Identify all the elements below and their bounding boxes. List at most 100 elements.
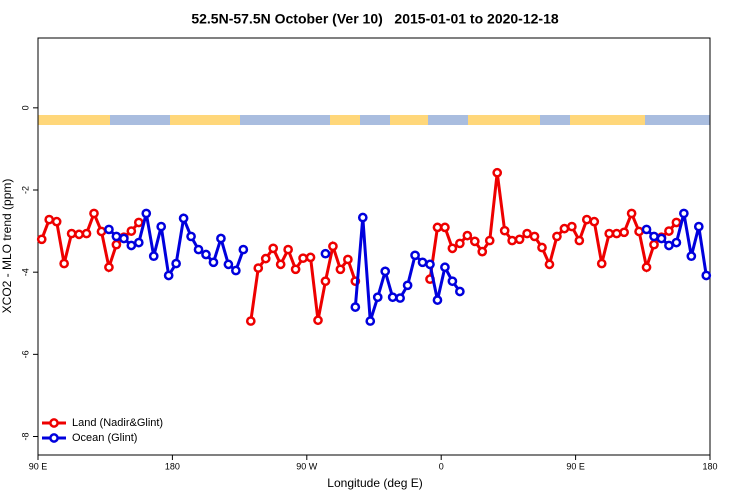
data-point [320,248,331,259]
data-point [641,262,652,273]
data-point [484,235,495,246]
data-point [74,229,84,240]
data-point [126,226,137,236]
plot-frame [37,37,711,456]
y-tick-label: -8 [20,433,30,441]
data-point [402,280,413,291]
data-point [649,239,659,250]
y-tick-label: 0 [20,105,30,110]
data-point [492,167,503,178]
data-point [81,228,92,239]
data-point [462,230,473,241]
data-point [104,224,114,235]
data-point [290,264,301,275]
data-point [111,231,122,242]
data-point [66,228,77,239]
ocean-band [240,115,330,125]
data-point [141,208,152,219]
data-point [320,276,331,287]
data-point [387,292,398,303]
data-point [231,265,241,276]
y-axis-label: XCO2 - MLO trend (ppm) [0,179,14,314]
data-point [522,228,532,239]
data-point [604,228,615,239]
data-point [223,259,234,270]
data-point [89,208,99,219]
data-point [611,228,622,239]
data-point [544,259,555,270]
data-point [679,208,689,219]
data-point [350,302,361,312]
data-point [671,237,682,248]
data-point [686,251,697,262]
data-point [477,246,488,257]
legend-label: Land (Nadir&Glint) [72,417,163,429]
x-tick-label: 90 E [566,461,585,471]
data-point [51,216,62,227]
y-tick-label: -2 [20,186,30,194]
data-point [335,264,346,275]
data-point [671,217,682,228]
data-point [104,262,114,273]
data-point [365,316,376,326]
x-tick-label: 0 [439,461,444,471]
data-point [634,226,644,237]
y-tick-label: -4 [20,268,30,276]
data-point [275,259,286,270]
data-point [649,231,659,242]
data-point [186,231,196,242]
data-point [641,224,652,235]
data-point [298,253,308,264]
data-point [36,234,47,245]
data-point [447,276,458,287]
data-point [328,241,338,252]
data-point [552,231,562,242]
data-point [656,233,667,244]
ocean-band [645,115,710,125]
ocean-band [110,115,170,125]
data-point [253,263,264,273]
data-point [626,208,637,219]
ocean-band [540,115,570,125]
y-tick-label: -6 [20,350,30,358]
data-point [417,257,428,268]
data-point [574,235,585,246]
data-point [148,251,159,262]
data-point [596,258,607,269]
data-point [589,216,600,227]
data-point [380,266,391,277]
data-point [619,227,629,238]
data-point [567,221,577,232]
data-point [260,253,271,264]
data-point [44,214,55,225]
x-axis-label: Longitude (deg E) [327,476,422,490]
data-point [178,213,189,224]
data-point [410,250,420,261]
data-point [425,259,435,270]
data-point [119,233,129,244]
data-point [432,222,443,233]
data-point [96,226,107,237]
data-point [313,315,323,326]
data-point [372,292,383,303]
land-ocean-strip [38,115,710,125]
data-point [171,258,181,269]
data-point [133,237,144,248]
data-point [201,249,211,260]
data-point [126,240,137,251]
data-point [664,226,674,236]
legend-label: Ocean (Glint) [72,432,137,444]
ocean-band [360,115,390,125]
x-tick-label: 90 W [296,461,318,471]
x-tick-label: 90 E [29,461,48,471]
data-point [455,286,465,297]
legend-marker [49,418,59,428]
data-point [440,262,450,273]
data-point [537,242,547,253]
x-tick-label: 180 [165,461,180,471]
data-point [357,212,368,223]
data-point [499,225,510,236]
data-point [664,240,674,251]
